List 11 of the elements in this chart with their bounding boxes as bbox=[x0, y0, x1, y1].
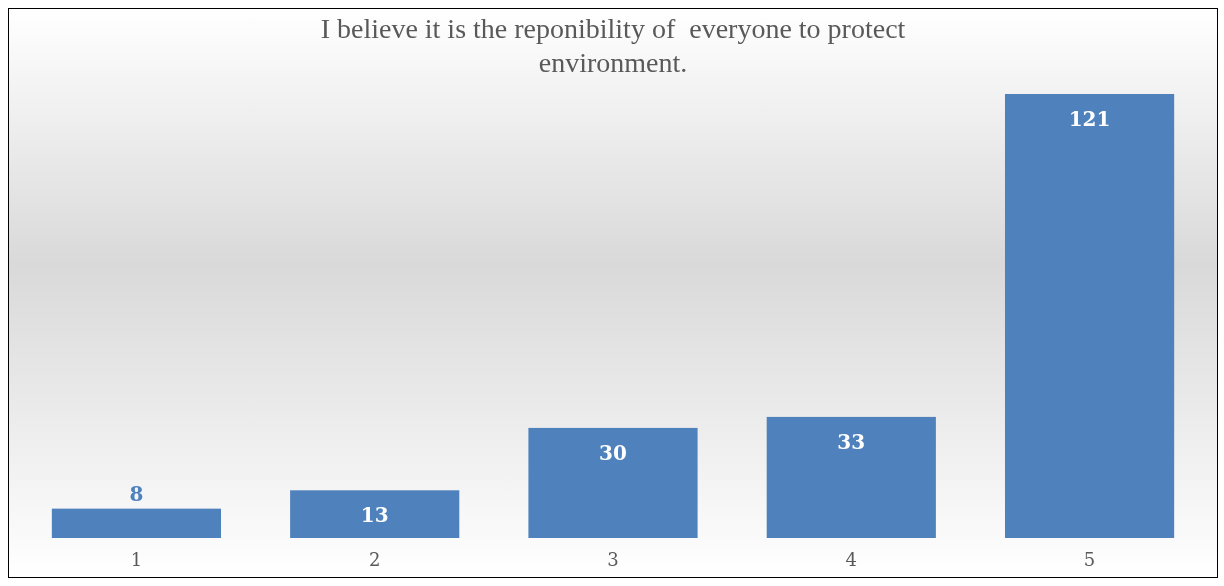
data-label: 13 bbox=[360, 503, 389, 528]
data-label: 30 bbox=[599, 440, 627, 465]
chart-title: I believe it is the reponibility of everyone to protect environment. bbox=[320, 13, 906, 78]
data-label: 8 bbox=[129, 481, 144, 506]
x-tick-label: 4 bbox=[845, 549, 858, 570]
x-tick-label: 3 bbox=[607, 549, 619, 570]
data-label: 33 bbox=[837, 429, 866, 454]
x-tick-label: 2 bbox=[368, 549, 381, 570]
data-label: 121 bbox=[1068, 107, 1111, 131]
x-tick-label: 5 bbox=[1083, 549, 1096, 570]
x-tick-label: 1 bbox=[130, 549, 143, 570]
